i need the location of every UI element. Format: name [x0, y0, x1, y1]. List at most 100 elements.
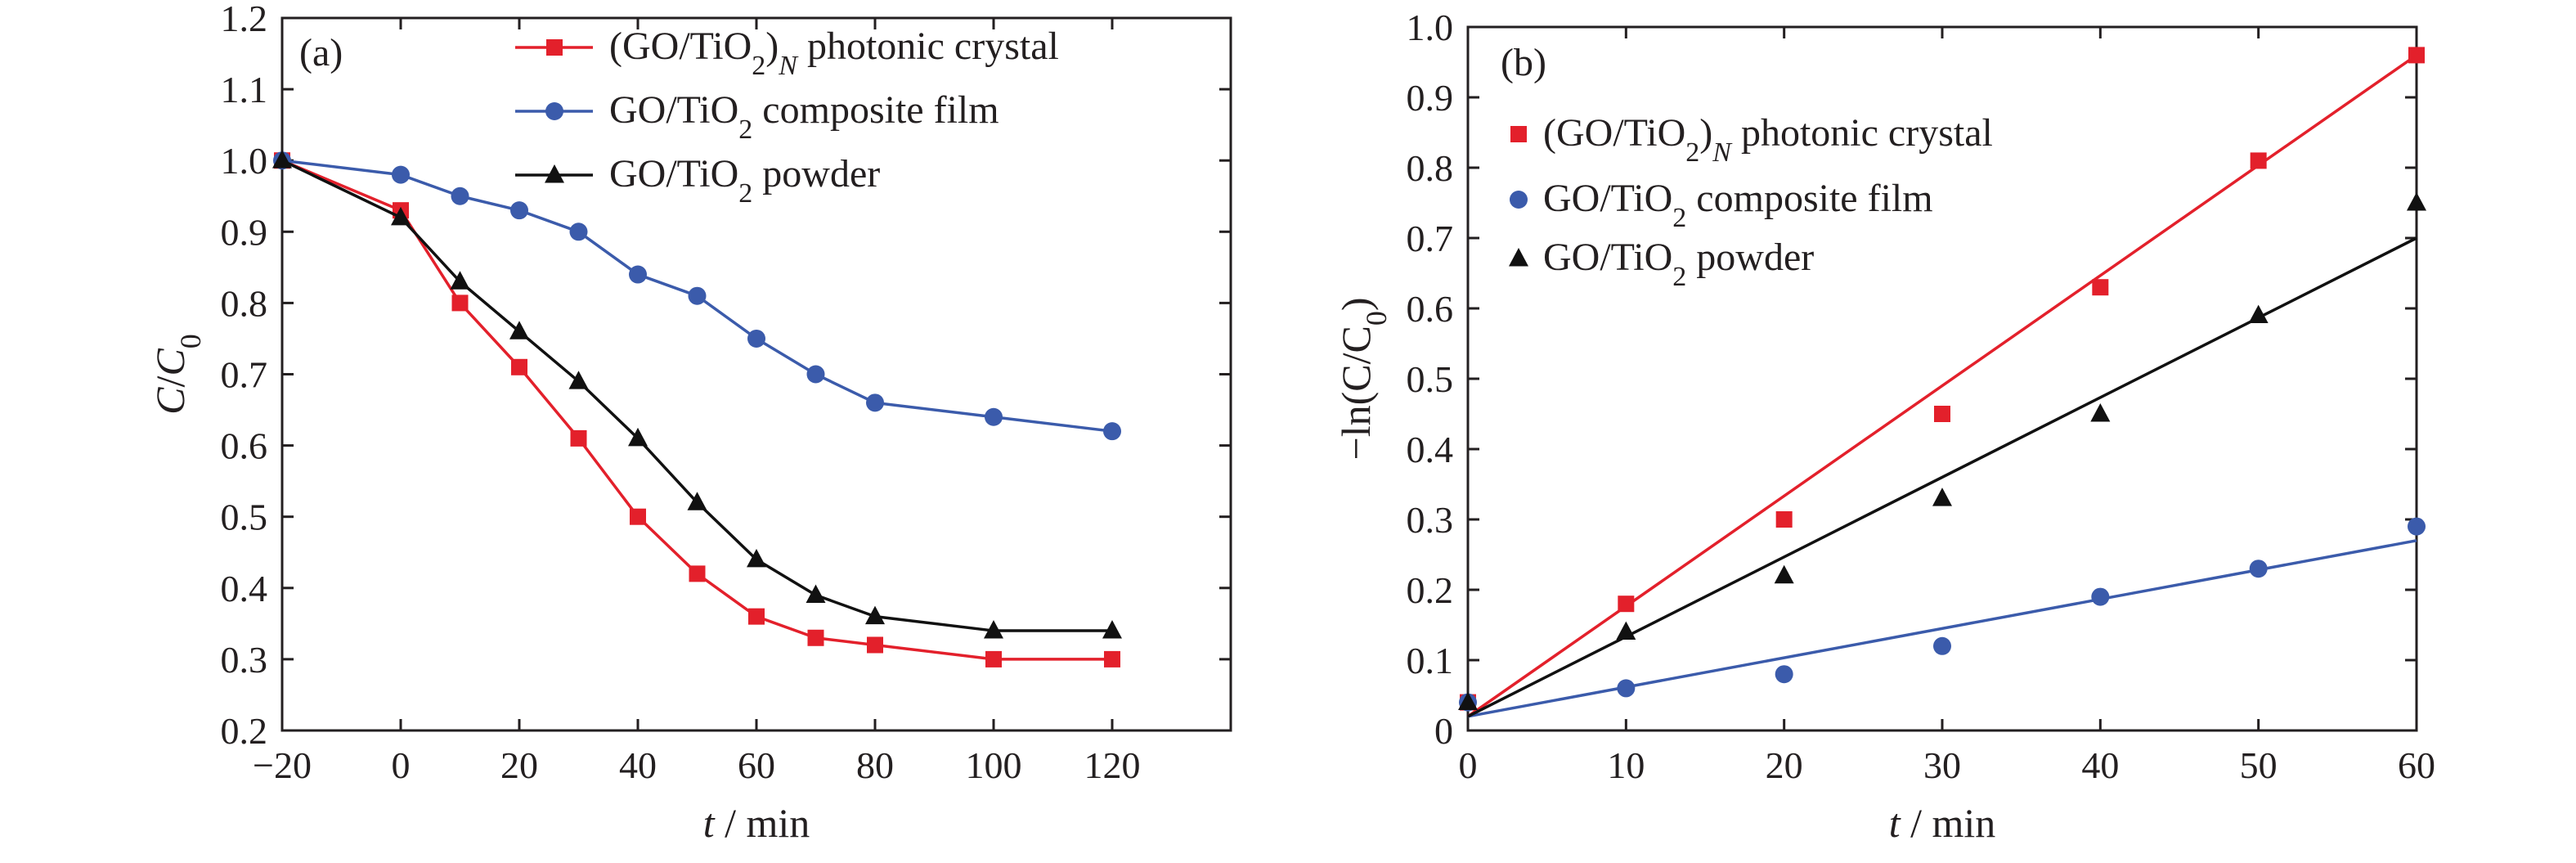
data-point	[511, 358, 527, 375]
legend-text-part: GO/TiO	[1543, 236, 1672, 279]
data-point	[1618, 596, 1635, 613]
legend-marker	[545, 164, 564, 183]
x-tick-label: 40	[619, 744, 657, 786]
legend-text-part: powder	[752, 152, 880, 196]
legend-subscript: 2	[1672, 262, 1686, 292]
data-point	[1774, 564, 1794, 584]
data-point	[1933, 636, 1951, 655]
data-point	[1104, 650, 1120, 667]
legend-text-part: GO/TiO	[609, 152, 738, 196]
y-axis-title-sub: 0	[1360, 311, 1393, 326]
data-point	[2250, 152, 2267, 169]
data-point	[985, 650, 1002, 667]
data-point	[568, 371, 589, 389]
legend-text-part: composite film	[1686, 177, 1932, 220]
data-point	[984, 620, 1003, 639]
data-point	[2407, 191, 2426, 211]
legend-text-part: )	[1699, 111, 1712, 155]
legend-subscript: 2	[738, 178, 752, 209]
data-point	[509, 321, 529, 339]
panel-label: (a)	[299, 31, 343, 74]
data-point	[392, 165, 410, 184]
x-tick-label: 100	[966, 744, 1022, 786]
y-tick-label: 0.8	[221, 282, 268, 324]
legend-text-part: photonic crystal	[797, 25, 1059, 68]
legend-text-part: GO/TiO	[609, 88, 738, 132]
data-point	[1617, 679, 1636, 698]
y-tick-label: 0	[1434, 710, 1453, 752]
data-point	[689, 565, 706, 582]
fit-line	[1467, 539, 2417, 718]
y-tick-label: 0.8	[1407, 147, 1454, 189]
y-tick-label: 1.1	[221, 69, 268, 110]
y-axis-title-slash: /	[147, 375, 193, 387]
x-tick-label: 50	[2240, 744, 2278, 786]
legend-label: GO/TiO2 powder	[609, 152, 880, 209]
y-tick-label: 0.2	[221, 710, 268, 752]
x-tick-label: 20	[1766, 744, 1803, 786]
y-tick-label: 0.5	[1407, 358, 1454, 400]
x-tick-label: −20	[253, 744, 312, 786]
data-point	[570, 429, 587, 447]
data-point	[985, 407, 1003, 426]
legend-text-part: powder	[1686, 236, 1814, 279]
y-tick-label: 0.4	[1407, 429, 1454, 470]
data-point	[2248, 304, 2269, 324]
data-point	[451, 187, 469, 205]
y-tick-label: 1.2	[221, 0, 268, 39]
legend-label: GO/TiO2 powder	[1543, 236, 1814, 292]
legend-text-part: composite film	[752, 88, 999, 132]
x-tick-label: 60	[738, 744, 775, 786]
data-point	[2408, 517, 2426, 536]
data-point	[2091, 587, 2110, 606]
legend-label: GO/TiO2 composite film	[1543, 177, 1933, 233]
x-tick-label: 60	[2398, 744, 2435, 786]
legend-label: GO/TiO2 composite film	[609, 88, 999, 145]
x-tick-label: 80	[856, 744, 894, 786]
data-point	[1103, 422, 1121, 441]
data-point	[747, 548, 766, 568]
x-tick-label: 30	[1923, 744, 1961, 786]
legend-marker	[1509, 247, 1528, 267]
y-tick-label: 1.0	[1407, 7, 1454, 48]
data-point	[2408, 47, 2425, 64]
x-axis-title-var: t	[1889, 800, 1901, 846]
x-tick-label: 10	[1607, 744, 1645, 786]
legend-subscript-n: N	[1712, 137, 1733, 168]
x-axis-title: t / min	[703, 800, 810, 846]
y-axis-title-main: −ln(C/C	[1333, 326, 1379, 460]
y-tick-label: 0.6	[221, 425, 268, 467]
data-point	[450, 271, 470, 290]
x-axis-title-unit: / min	[1901, 800, 1996, 846]
legend-text-part: GO/TiO	[1543, 177, 1672, 220]
data-point	[1932, 488, 1952, 506]
series-circle	[1459, 517, 2426, 718]
data-point	[569, 222, 588, 241]
x-axis-title-unit: / min	[715, 800, 810, 846]
y-tick-label: 0.6	[1407, 288, 1454, 330]
y-tick-label: 0.9	[221, 211, 268, 253]
data-point	[391, 206, 411, 226]
data-point	[806, 584, 826, 603]
x-tick-label: 0	[392, 744, 411, 786]
series-line	[281, 159, 1113, 433]
data-point	[2090, 402, 2111, 422]
y-tick-label: 0.7	[221, 354, 268, 396]
x-axis-title: t / min	[1889, 800, 1996, 846]
data-point	[510, 201, 528, 220]
y-axis-title-var: C	[147, 387, 193, 415]
y-tick-label: 1.0	[221, 140, 268, 182]
legend-text-part: (GO/TiO	[609, 25, 752, 68]
y-axis-title-sub: 0	[174, 334, 207, 348]
legend-subscript-n: N	[778, 51, 799, 81]
legend-text-part: photonic crystal	[1731, 111, 1993, 155]
legend-marker	[1510, 191, 1528, 209]
data-point	[1775, 665, 1793, 684]
y-tick-label: 0.3	[221, 639, 268, 681]
legend-label: (GO/TiO2)N photonic crystal	[609, 25, 1059, 81]
y-axis-title: C/C0	[147, 334, 207, 415]
legend-text-part: )	[765, 25, 779, 68]
y-tick-label: 0.3	[1407, 499, 1454, 541]
x-tick-label: 120	[1084, 744, 1141, 786]
